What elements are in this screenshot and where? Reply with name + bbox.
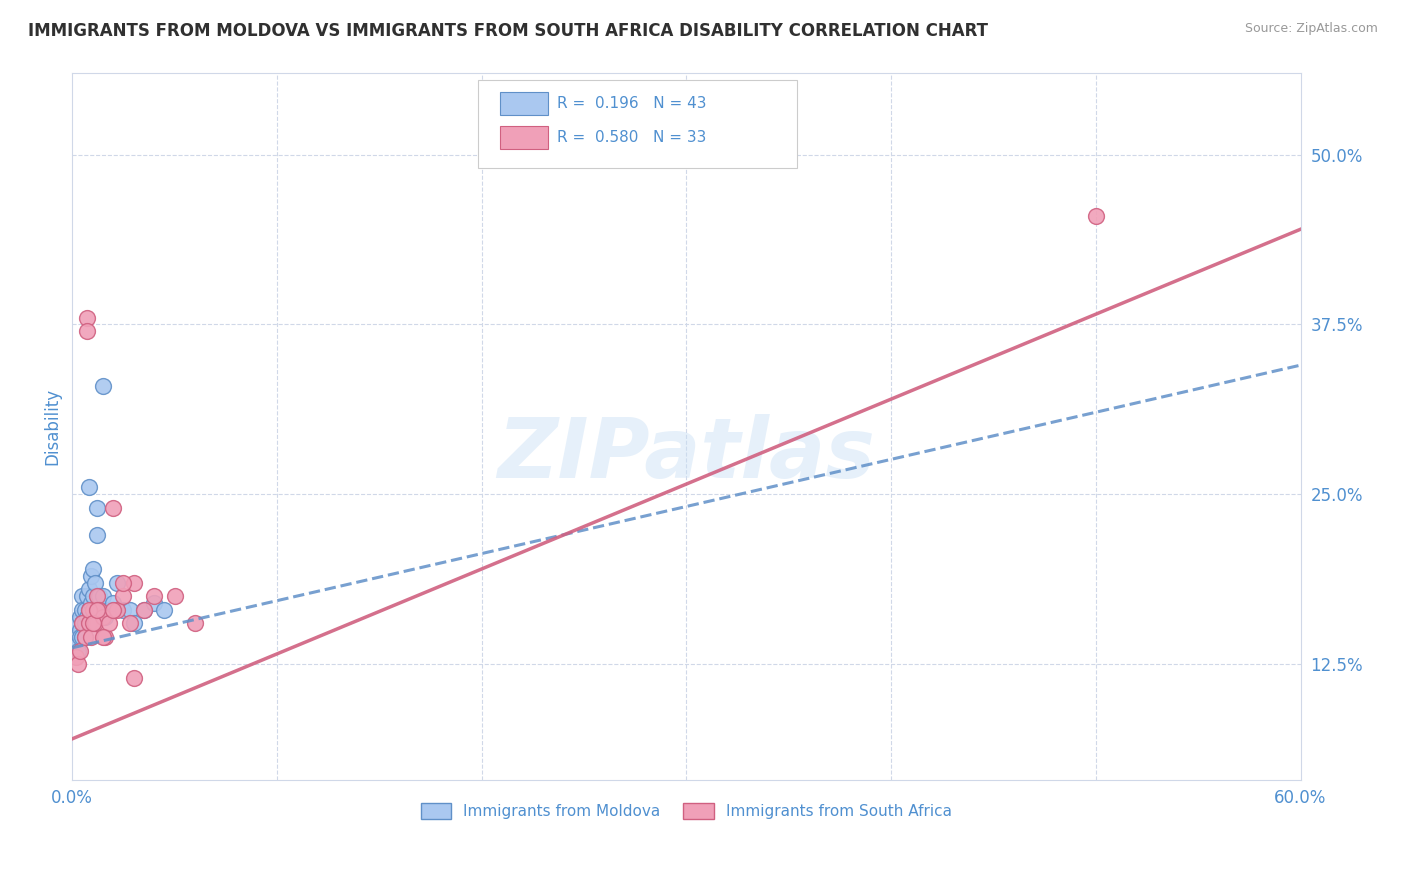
Point xyxy=(1084,209,1107,223)
Point xyxy=(112,575,135,590)
Point xyxy=(76,310,98,325)
Point xyxy=(77,616,100,631)
Point xyxy=(77,603,100,617)
Point xyxy=(82,616,104,631)
Point xyxy=(73,603,96,617)
Point xyxy=(101,500,124,515)
Point xyxy=(67,637,90,651)
Y-axis label: Disability: Disability xyxy=(44,388,60,465)
Point xyxy=(79,568,101,582)
Point xyxy=(69,630,91,644)
Text: Source: ZipAtlas.com: Source: ZipAtlas.com xyxy=(1244,22,1378,36)
Point xyxy=(72,589,94,603)
Point xyxy=(83,575,105,590)
Point xyxy=(79,616,101,631)
Point xyxy=(69,623,91,637)
Point xyxy=(73,630,96,644)
Point xyxy=(83,616,105,631)
Point xyxy=(132,603,155,617)
Point xyxy=(76,609,98,624)
Point xyxy=(184,616,207,631)
Point xyxy=(79,630,101,644)
Point xyxy=(82,616,104,631)
Point xyxy=(82,603,104,617)
Point xyxy=(91,630,114,644)
Point xyxy=(82,589,104,603)
Point xyxy=(77,603,100,617)
Point xyxy=(101,603,124,617)
Point xyxy=(76,324,98,338)
Point xyxy=(82,603,104,617)
Point xyxy=(101,596,124,610)
Point xyxy=(118,616,141,631)
Point xyxy=(98,616,121,631)
Point xyxy=(163,589,186,603)
Point xyxy=(112,589,135,603)
FancyBboxPatch shape xyxy=(478,80,797,169)
Point xyxy=(67,643,90,657)
Point xyxy=(82,562,104,576)
Point xyxy=(98,603,121,617)
Point xyxy=(65,616,87,631)
Point xyxy=(86,589,108,603)
Text: IMMIGRANTS FROM MOLDOVA VS IMMIGRANTS FROM SOUTH AFRICA DISABILITY CORRELATION C: IMMIGRANTS FROM MOLDOVA VS IMMIGRANTS FR… xyxy=(28,22,988,40)
Point xyxy=(118,603,141,617)
Point xyxy=(122,671,145,685)
Point xyxy=(94,609,117,624)
Text: R =  0.196   N = 43: R = 0.196 N = 43 xyxy=(557,95,707,111)
Legend: Immigrants from Moldova, Immigrants from South Africa: Immigrants from Moldova, Immigrants from… xyxy=(415,797,959,825)
Point xyxy=(87,603,110,617)
Point xyxy=(143,596,166,610)
Point xyxy=(86,603,108,617)
Point xyxy=(86,500,108,515)
Point xyxy=(112,603,135,617)
Point xyxy=(77,480,100,494)
Point xyxy=(132,603,155,617)
Point xyxy=(91,378,114,392)
Point xyxy=(77,616,100,631)
Point xyxy=(87,589,110,603)
Point xyxy=(105,575,128,590)
Point xyxy=(77,582,100,597)
Point xyxy=(122,575,145,590)
Point xyxy=(73,616,96,631)
Point xyxy=(94,630,117,644)
Point xyxy=(73,630,96,644)
FancyBboxPatch shape xyxy=(499,126,547,149)
Point xyxy=(72,630,94,644)
Point xyxy=(153,603,176,617)
Point xyxy=(91,589,114,603)
Point xyxy=(79,596,101,610)
Point xyxy=(86,528,108,542)
Point xyxy=(91,609,114,624)
Point xyxy=(143,589,166,603)
Point xyxy=(90,603,112,617)
Point xyxy=(72,603,94,617)
Text: ZIPatlas: ZIPatlas xyxy=(498,414,876,495)
FancyBboxPatch shape xyxy=(499,92,547,115)
Text: R =  0.580   N = 33: R = 0.580 N = 33 xyxy=(557,129,707,145)
Point xyxy=(69,643,91,657)
Point xyxy=(72,616,94,631)
Point xyxy=(122,616,145,631)
Point xyxy=(69,609,91,624)
Point xyxy=(105,603,128,617)
Point xyxy=(67,657,90,672)
Point xyxy=(76,589,98,603)
Point xyxy=(72,616,94,631)
Point xyxy=(65,650,87,665)
